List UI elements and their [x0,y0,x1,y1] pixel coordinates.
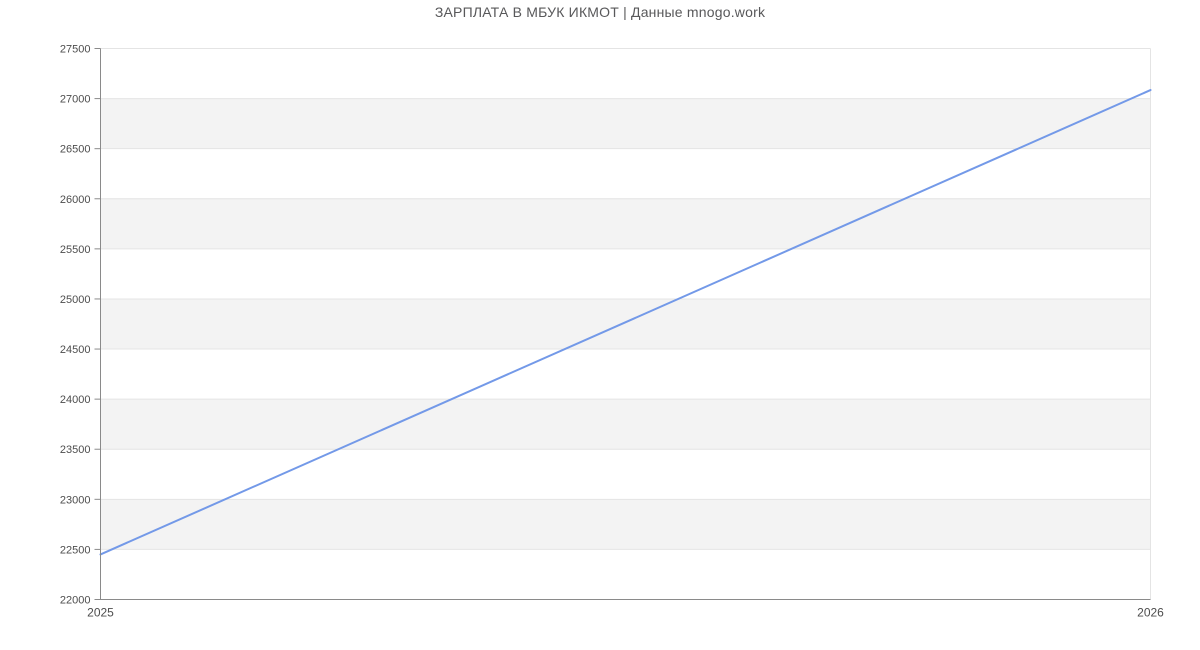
plot-band [100,98,1151,149]
y-tick-label: 27000 [60,94,91,106]
plot-band [100,298,1151,350]
data-line-series [99,89,1152,556]
y-tick-label: 25000 [60,294,91,306]
y-tick-label: 23500 [60,444,91,456]
plot-band [100,198,1151,249]
y-tick-label: 23000 [60,494,91,506]
plot-band [100,399,1151,450]
x-tick-label: 2025 [87,606,114,620]
y-tick-label: 24000 [60,394,91,406]
y-tick-label: 25500 [60,244,91,256]
x-tick-label: 2026 [1137,606,1164,620]
y-tick-label: 22500 [60,544,91,556]
y-tick-label: 22000 [60,595,91,607]
y-tick-label: 24500 [60,344,91,356]
plot-band [100,499,1151,550]
y-tick-label: 26500 [60,144,91,156]
y-tick-label: 26000 [60,194,91,206]
y-tick-label: 27500 [60,44,91,56]
chart-title: ЗАРПЛАТА В МБУК ИКМОТ | Данные mnogo.wor… [434,4,766,20]
